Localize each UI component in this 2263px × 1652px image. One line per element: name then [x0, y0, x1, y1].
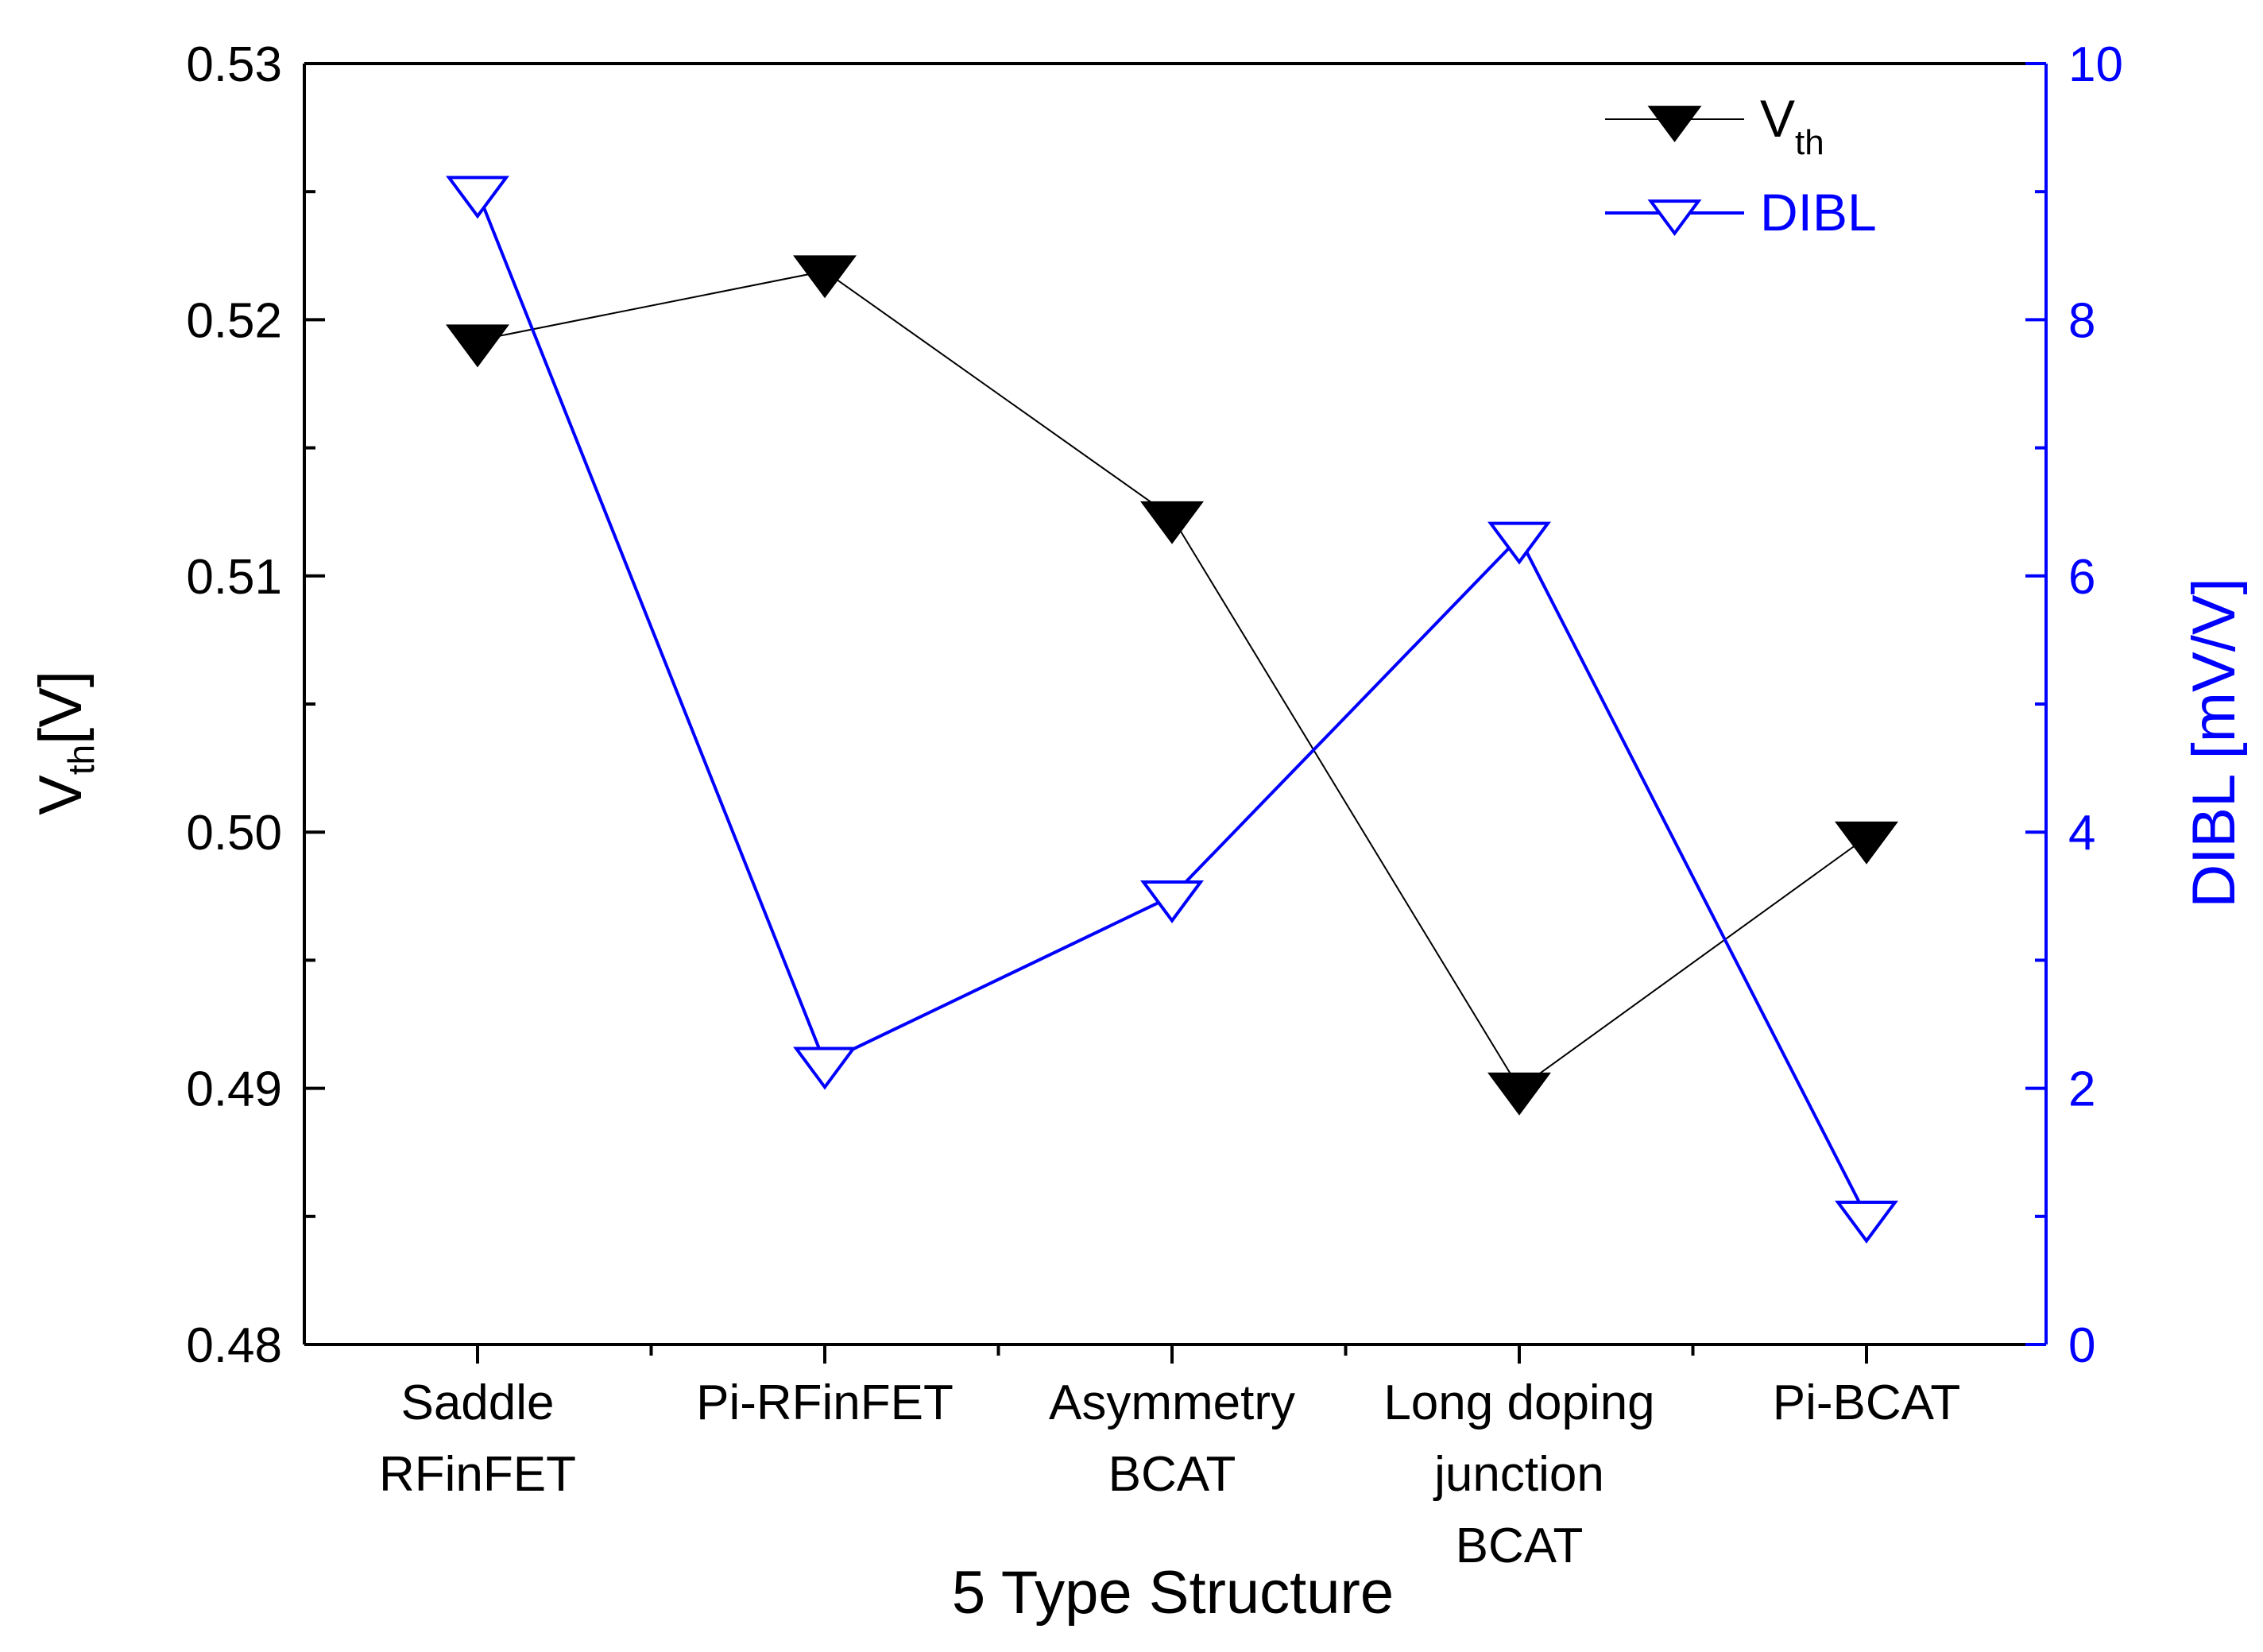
marker-vth-4: [1835, 821, 1898, 865]
marker-vth-3: [1487, 1072, 1551, 1116]
left-axis-ticks: 0.48 0.49 0.50 0.51 0.52 0.53: [186, 37, 325, 1373]
left-tick-label: 0.48: [186, 1318, 282, 1373]
x-category-label: Long doping junction BCAT: [1383, 1375, 1654, 1573]
right-tick-label: 0: [2068, 1318, 2095, 1373]
x-category-label: Saddle RFinFET: [379, 1375, 576, 1502]
y-left-title-sub: th: [60, 745, 102, 775]
marker-dibl-3: [1487, 521, 1551, 565]
left-tick-label: 0.50: [186, 806, 282, 861]
legend-entry-vth: Vth: [1605, 89, 1824, 162]
marker-vth-1: [793, 255, 857, 299]
x-category-label-line: BCAT: [1456, 1519, 1584, 1573]
y-left-axis-title: Vth[V]: [27, 671, 102, 815]
series-line-vth: [477, 270, 1867, 1090]
series-vth: [446, 255, 1898, 1116]
series-dibl: [446, 176, 1898, 1244]
legend-label: DIBL: [1760, 183, 1877, 242]
legend-label-main: DIBL: [1760, 183, 1877, 242]
left-tick-label: 0.52: [186, 293, 282, 348]
legend: Vth DIBL: [1605, 89, 1877, 242]
x-category-label-line: Long doping: [1383, 1375, 1654, 1430]
legend-label-main: V: [1760, 89, 1795, 148]
right-tick-label: 2: [2068, 1062, 2095, 1117]
y-left-title-suffix: [V]: [27, 671, 95, 745]
marker-dibl-0: [446, 176, 509, 219]
right-tick-label: 4: [2068, 806, 2095, 861]
x-axis-title: 5 Type Structure: [952, 1559, 1394, 1627]
marker-dibl-4: [1835, 1200, 1898, 1244]
legend-entry-dibl: DIBL: [1605, 183, 1877, 242]
legend-marker: [1647, 106, 1702, 143]
right-tick-label: 6: [2068, 550, 2095, 605]
right-axis-ticks: 0 2 4 6 8 10: [2025, 37, 2123, 1373]
x-category-label-line: RFinFET: [379, 1447, 576, 1502]
right-tick-label: 8: [2068, 293, 2095, 348]
series-line-dibl: [476, 191, 1868, 1217]
x-category-label: Pi-BCAT: [1773, 1375, 1961, 1430]
x-category-label-line: BCAT: [1108, 1447, 1236, 1502]
series-layer: [446, 176, 1898, 1244]
left-tick-label: 0.53: [186, 37, 282, 92]
x-category-label: Pi-RFinFET: [696, 1375, 954, 1430]
legend-label-sub: th: [1795, 123, 1824, 162]
right-tick-label: 10: [2068, 37, 2123, 92]
y-left-title-main: V: [27, 775, 95, 815]
marker-dibl-2: [1140, 880, 1204, 923]
y-right-axis-title: DIBL [mV/V]: [2180, 578, 2248, 907]
x-category-label-line: Saddle: [400, 1375, 554, 1430]
marker-dibl-1: [793, 1047, 857, 1090]
x-category-label-line: junction: [1433, 1447, 1604, 1502]
marker-vth-2: [1140, 501, 1204, 544]
left-tick-label: 0.49: [186, 1062, 282, 1117]
legend-label: Vth: [1760, 89, 1824, 162]
plot-frame-layer: [303, 62, 2048, 1346]
x-category-label-line: Pi-BCAT: [1773, 1375, 1961, 1430]
legend-marker: [1647, 199, 1702, 237]
left-tick-label: 0.51: [186, 550, 282, 605]
x-category-label-line: Pi-RFinFET: [696, 1375, 954, 1430]
x-category-label: Asymmetry BCAT: [1049, 1375, 1295, 1502]
x-category-label-line: Asymmetry: [1049, 1375, 1295, 1430]
marker-vth-0: [446, 324, 509, 368]
